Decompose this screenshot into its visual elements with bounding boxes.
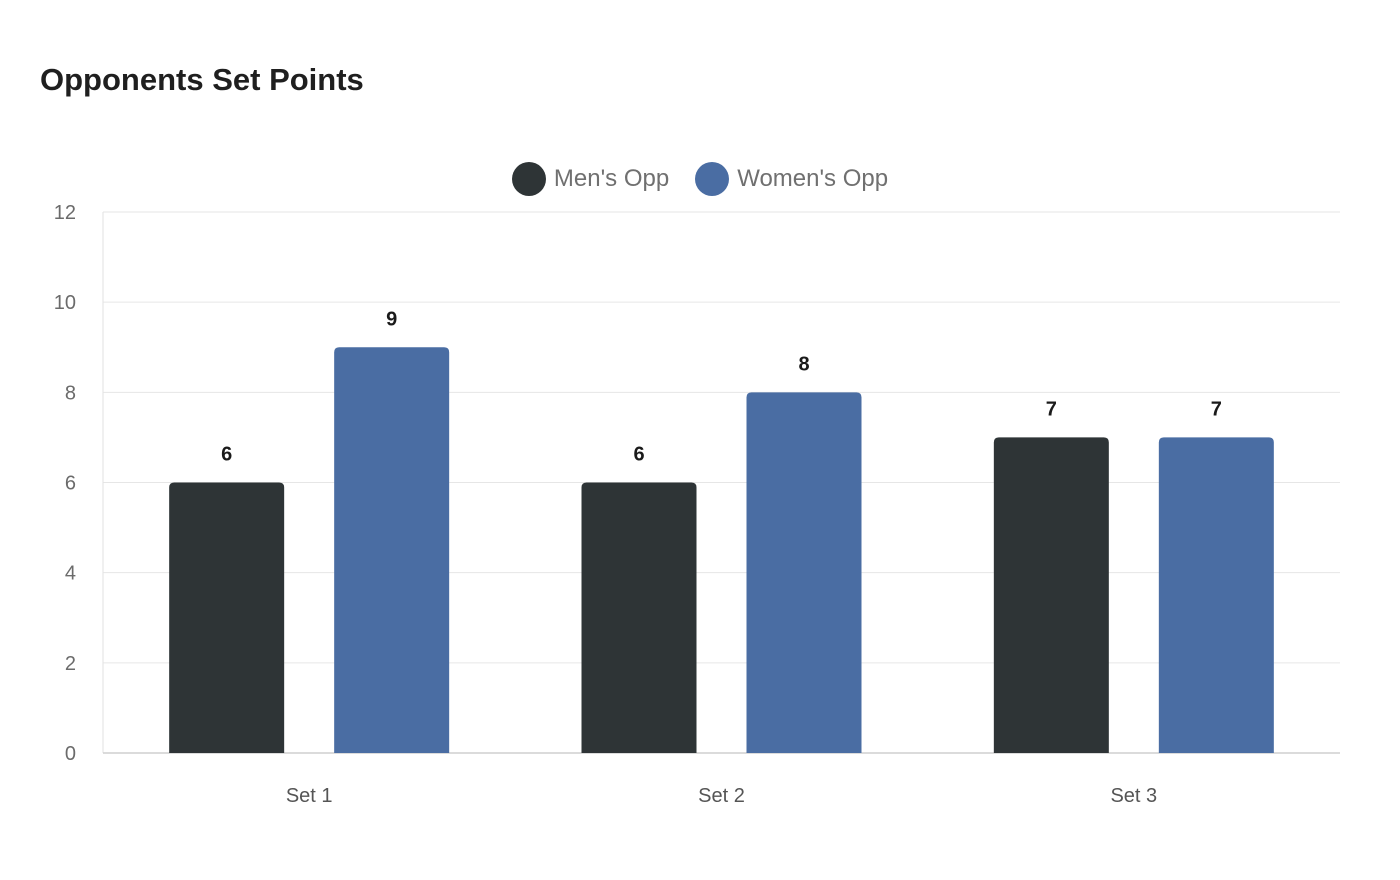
bar-womens-opp	[1158, 437, 1274, 753]
data-label: 6	[633, 444, 644, 466]
bar-womens-opp	[334, 347, 450, 753]
x-tick-label: Set 1	[286, 785, 333, 807]
data-label: 8	[798, 353, 809, 375]
y-tick-label: 12	[54, 202, 76, 224]
y-tick-label: 0	[65, 743, 76, 765]
y-tick-label: 4	[65, 563, 76, 585]
chart-title: Opponents Set Points	[40, 62, 364, 97]
legend-swatch-womens-opp	[695, 162, 730, 196]
chart-legend: Men's Opp Women's Opp	[0, 162, 1400, 196]
x-tick-label: Set 3	[1110, 785, 1157, 807]
data-label: 6	[221, 444, 232, 466]
data-label: 9	[386, 308, 397, 330]
legend-item-mens-opp[interactable]: Men's Opp	[511, 162, 670, 196]
legend-label-womens-opp: Women's Opp	[737, 165, 889, 192]
y-tick-label: 2	[65, 653, 76, 675]
legend-item-womens-opp[interactable]: Women's Opp	[695, 162, 888, 196]
data-label: 7	[1211, 398, 1222, 420]
legend-label-mens-opp: Men's Opp	[553, 165, 670, 192]
data-label: 7	[1046, 398, 1057, 420]
bar-mens-opp	[581, 482, 697, 753]
legend-swatch-mens-opp	[511, 162, 546, 196]
bar-womens-opp	[746, 392, 862, 753]
y-tick-label: 6	[65, 473, 76, 495]
x-tick-label: Set 2	[698, 785, 745, 807]
bar-mens-opp	[993, 437, 1109, 753]
y-tick-label: 10	[54, 292, 76, 314]
bar-mens-opp	[169, 482, 285, 753]
y-tick-label: 8	[65, 382, 76, 404]
